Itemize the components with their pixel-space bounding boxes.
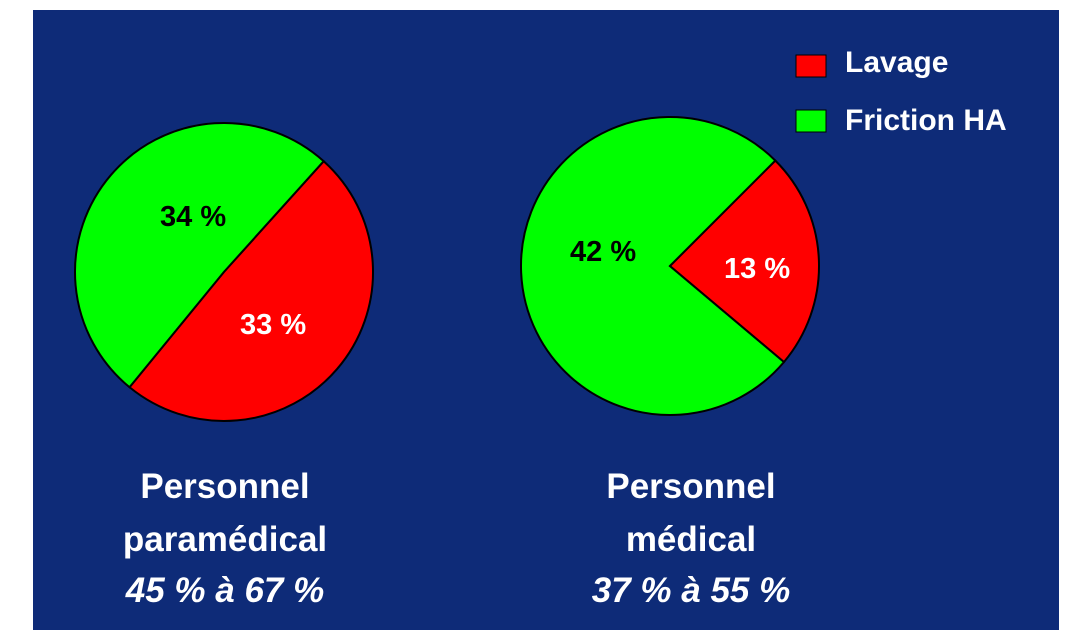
caption-medical-line-1: Personnel [606, 467, 775, 506]
pie-slice-lavage-medical [668, 159, 820, 364]
pie-medical: 42 % 13 % [520, 116, 820, 416]
caption-paramedical: Personnel paramédical 45 % à 67 % [123, 467, 327, 610]
slice-label-lavage-paramedical: 33 % [240, 309, 306, 341]
legend: Lavage Friction HA [795, 46, 1007, 137]
pie-slice-lavage-paramedical [128, 159, 374, 422]
slice-label-friction-paramedical: 34 % [160, 201, 226, 233]
legend-item-friction: Friction HA [795, 104, 1007, 137]
legend-label-friction: Friction HA [845, 104, 1007, 137]
slice-label-friction-medical: 42 % [570, 236, 636, 268]
legend-swatch-lavage [795, 54, 827, 78]
pie-paramedical: 34 % 33 % [74, 122, 374, 422]
caption-paramedical-line-2: paramédical [123, 520, 327, 559]
caption-medical: Personnel médical 37 % à 55 % [592, 467, 790, 610]
caption-medical-range: 37 % à 55 % [592, 571, 790, 610]
pie-charts: Lavage Friction HA 34 % 33 % 42 % 13 % P… [74, 46, 1007, 610]
caption-medical-line-2: médical [626, 520, 756, 559]
legend-label-lavage: Lavage [845, 46, 948, 79]
slide-background: Lavage Friction HA 34 % 33 % 42 % 13 % P… [33, 10, 1059, 630]
slice-label-lavage-medical: 13 % [724, 253, 790, 285]
caption-paramedical-range: 45 % à 67 % [125, 571, 324, 610]
legend-item-lavage: Lavage [795, 46, 948, 79]
pie-slice-friction-medical [520, 116, 786, 416]
legend-swatch-friction [795, 109, 827, 133]
pie-slice-friction-paramedical [74, 122, 326, 389]
caption-paramedical-line-1: Personnel [140, 467, 309, 506]
